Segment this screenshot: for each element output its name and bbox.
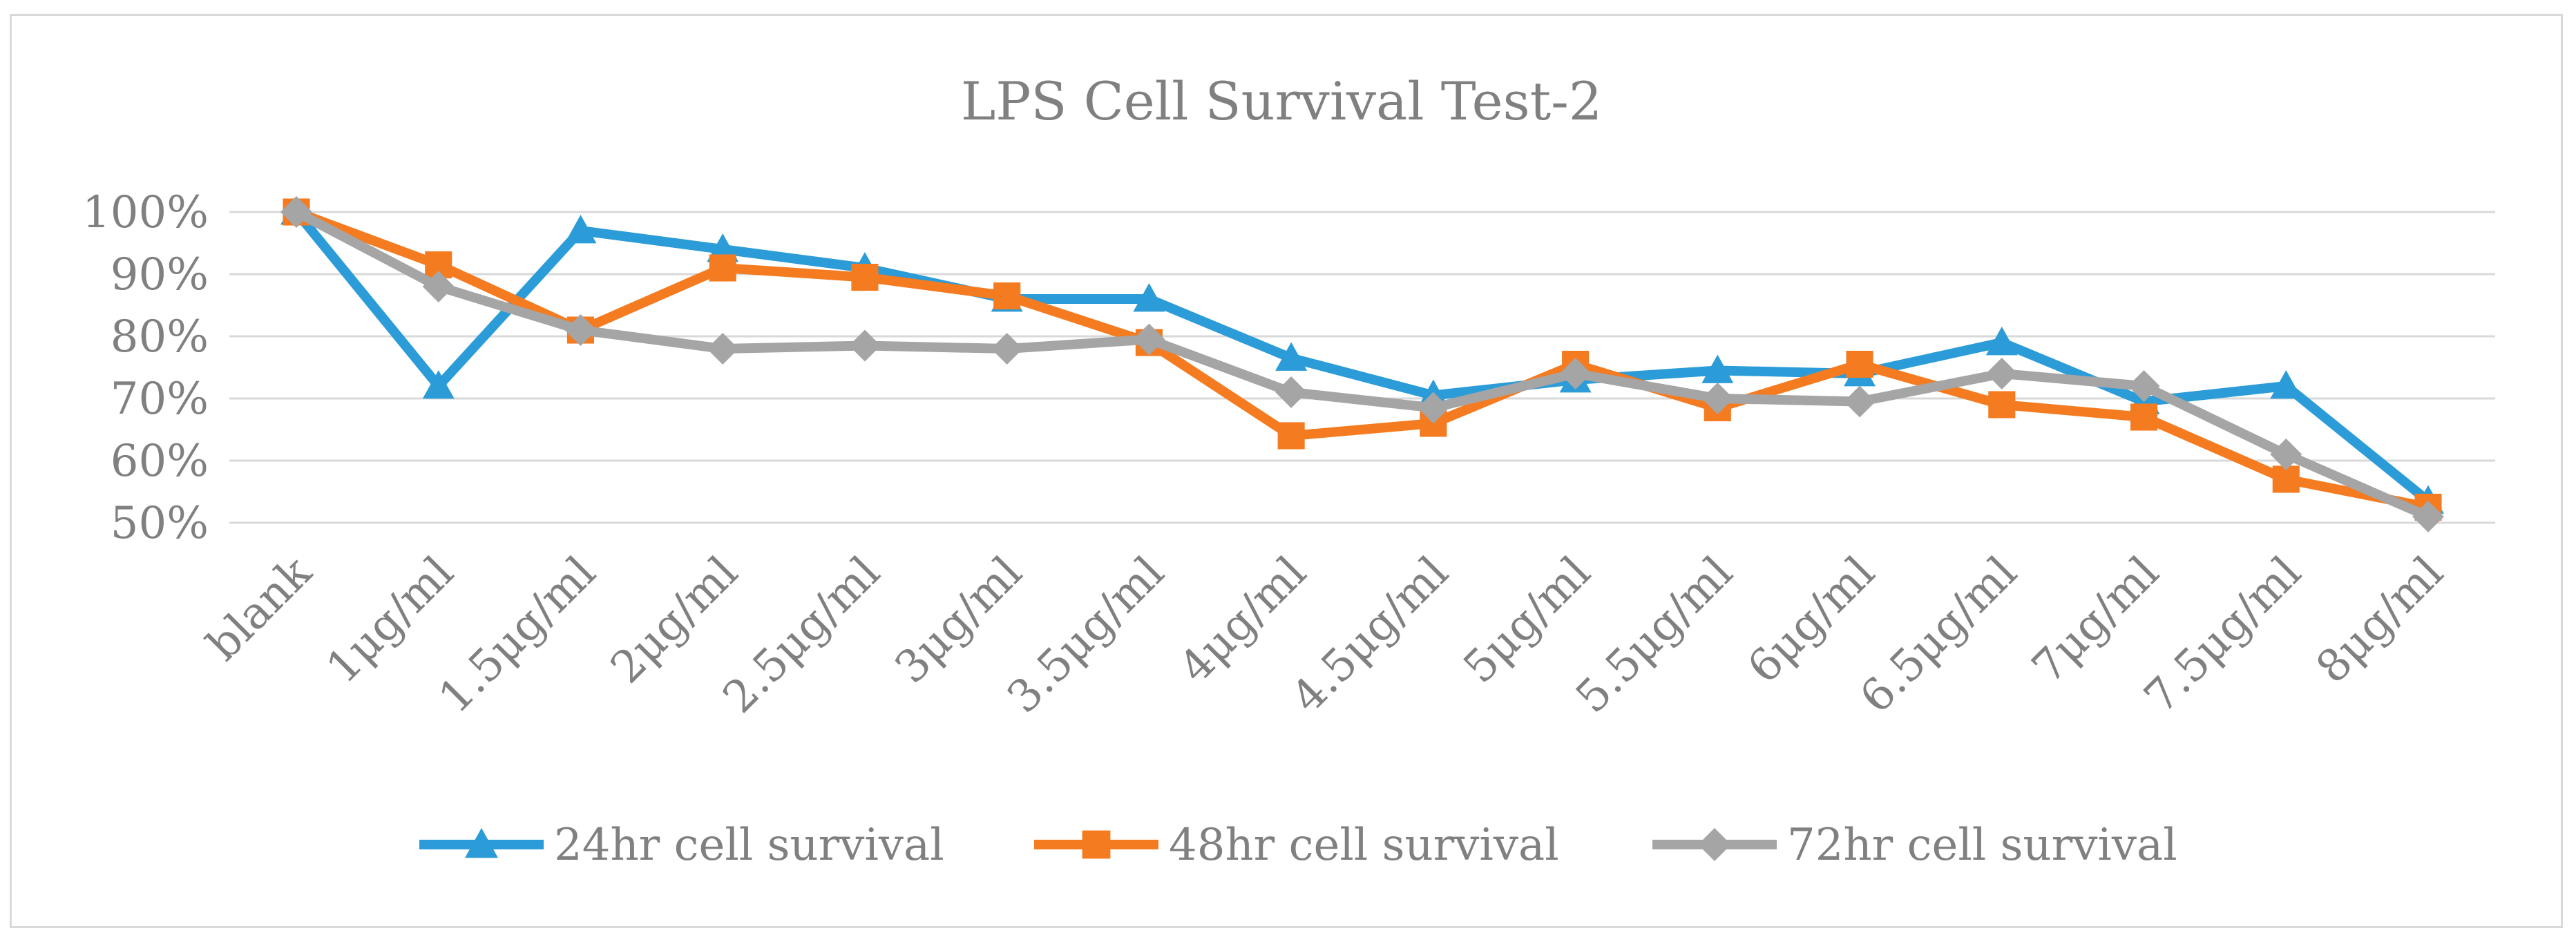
diamond-marker: [2128, 370, 2160, 402]
series-1: [280, 196, 2444, 514]
series-3: [280, 196, 2444, 532]
diamond-marker: [1417, 392, 1449, 424]
y-tick-label: 70%: [111, 374, 209, 425]
diamond-marker: [1701, 383, 1734, 414]
legend: 24hr cell survival 48hr cell survival 72hr…: [419, 820, 2177, 871]
chart-title: LPS Cell Survival Test-2: [961, 70, 1602, 132]
y-tick-label: 50%: [111, 498, 209, 549]
legend-label: 72hr cell survival: [1787, 820, 2177, 871]
series-2: [283, 198, 2442, 521]
x-tick-label: 1μg/ml: [317, 547, 464, 693]
x-axis-ticks: blank1μg/ml1.5μg/ml2μg/ml2.5μg/ml3μg/ml3…: [198, 546, 2453, 723]
y-tick-label: 100%: [82, 187, 209, 238]
series-group: [280, 196, 2444, 532]
x-tick-label: 5μg/ml: [1454, 547, 1601, 693]
x-tick-label: 8μg/ml: [2307, 547, 2453, 693]
diamond-marker: [1559, 358, 1592, 389]
gridlines: [229, 211, 2495, 524]
x-tick-label: 2μg/ml: [601, 547, 747, 693]
series-line: [292, 209, 2432, 505]
chart-frame: LPS Cell Survival Test-2 100% 90% 80% 70% 60…: [10, 14, 2563, 928]
square-marker: [993, 282, 1021, 310]
x-tick-label: 3.5μg/ml: [998, 547, 1174, 723]
square-marker: [1988, 391, 2016, 418]
x-tick-label: 2.5μg/ml: [714, 547, 890, 723]
square-marker: [2130, 403, 2158, 431]
square-marker: [1277, 422, 1305, 450]
square-marker: [709, 254, 736, 282]
square-marker: [1082, 830, 1111, 859]
diamond-marker: [564, 314, 597, 346]
square-marker: [1846, 350, 1873, 378]
legend-label: 24hr cell survival: [554, 820, 944, 871]
y-axis-ticks: 100% 90% 80% 70% 60% 50%: [82, 187, 209, 549]
diamond-marker: [1698, 828, 1731, 861]
x-tick-label: 1.5μg/ml: [429, 547, 605, 723]
series-line: [294, 207, 2430, 521]
x-tick-label: 5.5μg/ml: [1566, 547, 1742, 723]
x-tick-label: blank: [198, 546, 322, 671]
diamond-marker: [1844, 385, 1876, 418]
triangle-marker: [1133, 283, 1165, 312]
x-tick-label: 4μg/ml: [1170, 547, 1316, 693]
x-tick-label: 4.5μg/ml: [1282, 547, 1458, 723]
line-chart: LPS Cell Survival Test-2 100% 90% 80% 70% 60…: [82, 70, 2495, 871]
diamond-marker: [1985, 358, 2018, 389]
diamond-marker: [422, 271, 455, 302]
square-marker: [851, 263, 879, 291]
diamond-marker: [848, 329, 881, 362]
diamond-marker: [2412, 501, 2444, 532]
triangle-marker: [1701, 354, 1734, 383]
diamond-marker: [280, 196, 312, 228]
y-tick-label: 90%: [111, 249, 209, 300]
triangle-marker: [2270, 370, 2302, 399]
triangle-marker: [422, 370, 455, 399]
x-tick-label: 7.5μg/ml: [2135, 547, 2311, 723]
legend-label: 48hr cell survival: [1169, 820, 1559, 871]
series-line: [294, 207, 2430, 512]
diamond-marker: [707, 333, 739, 365]
diamond-marker: [1133, 323, 1165, 356]
y-tick-label: 60%: [111, 436, 209, 487]
diamond-marker: [991, 333, 1023, 365]
triangle-marker: [465, 828, 498, 858]
diamond-marker: [1275, 376, 1308, 408]
x-tick-label: 3μg/ml: [886, 547, 1032, 693]
diamond-marker: [2270, 439, 2302, 470]
x-tick-label: 7μg/ml: [2023, 547, 2169, 693]
triangle-marker: [1275, 342, 1308, 371]
y-tick-label: 80%: [111, 311, 209, 363]
x-tick-label: 6.5μg/ml: [1851, 547, 2027, 723]
x-tick-label: 6μg/ml: [1738, 547, 1885, 693]
triangle-marker: [1985, 327, 2018, 356]
triangle-marker: [564, 215, 597, 244]
